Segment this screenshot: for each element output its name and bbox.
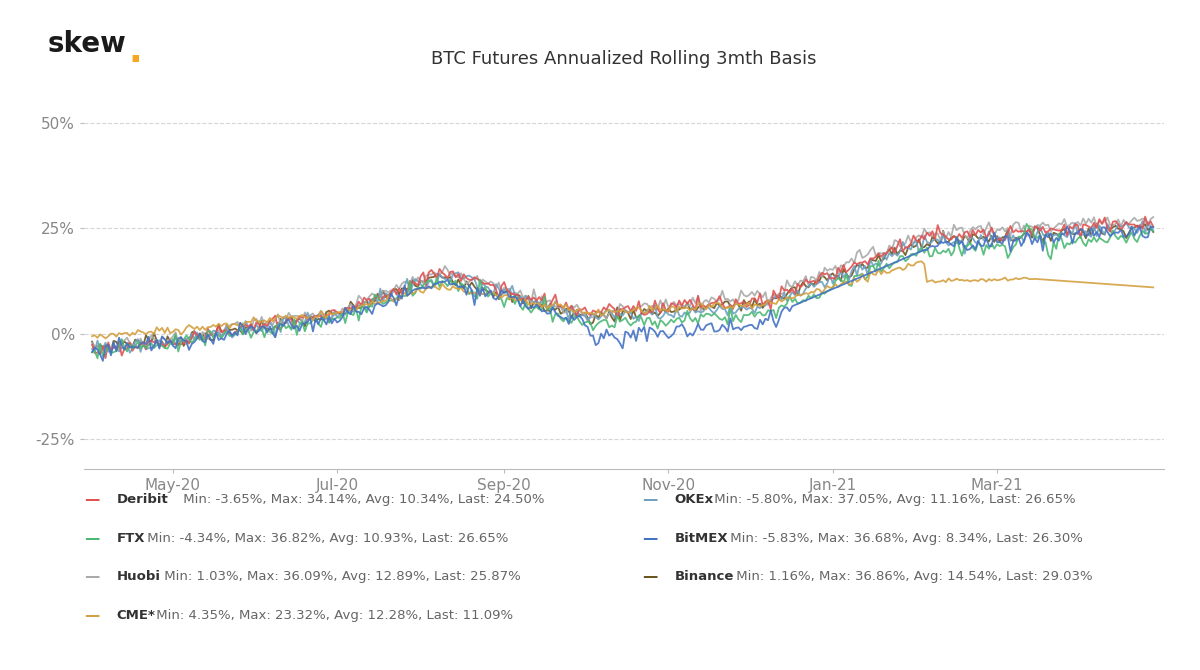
Text: Min: -5.80%, Max: 37.05%, Avg: 11.16%, Last: 26.65%: Min: -5.80%, Max: 37.05%, Avg: 11.16%, L… [710, 492, 1076, 506]
Text: —: — [84, 531, 100, 545]
Text: Deribit: Deribit [116, 492, 168, 506]
Text: Min: -3.65%, Max: 34.14%, Avg: 10.34%, Last: 24.50%: Min: -3.65%, Max: 34.14%, Avg: 10.34%, L… [179, 492, 545, 506]
Text: —: — [84, 570, 100, 584]
Text: —: — [84, 608, 100, 623]
Text: CME*: CME* [116, 609, 155, 622]
Text: .: . [128, 35, 142, 69]
Text: Min: 1.16%, Max: 36.86%, Avg: 14.54%, Last: 29.03%: Min: 1.16%, Max: 36.86%, Avg: 14.54%, La… [732, 570, 1093, 584]
Text: OKEx: OKEx [674, 492, 714, 506]
Text: —: — [642, 570, 658, 584]
Text: Min: 4.35%, Max: 23.32%, Avg: 12.28%, Last: 11.09%: Min: 4.35%, Max: 23.32%, Avg: 12.28%, La… [152, 609, 514, 622]
Text: Binance: Binance [674, 570, 733, 584]
Text: Min: -5.83%, Max: 36.68%, Avg: 8.34%, Last: 26.30%: Min: -5.83%, Max: 36.68%, Avg: 8.34%, La… [726, 531, 1082, 545]
Text: Min: -4.34%, Max: 36.82%, Avg: 10.93%, Last: 26.65%: Min: -4.34%, Max: 36.82%, Avg: 10.93%, L… [143, 531, 508, 545]
Text: BitMEX: BitMEX [674, 531, 728, 545]
Text: —: — [84, 492, 100, 507]
Text: —: — [642, 492, 658, 507]
Text: Huobi: Huobi [116, 570, 161, 584]
Text: skew: skew [48, 30, 127, 58]
Text: Min: 1.03%, Max: 36.09%, Avg: 12.89%, Last: 25.87%: Min: 1.03%, Max: 36.09%, Avg: 12.89%, La… [160, 570, 521, 584]
Text: FTX: FTX [116, 531, 145, 545]
Text: —: — [642, 531, 658, 545]
Title: BTC Futures Annualized Rolling 3mth Basis: BTC Futures Annualized Rolling 3mth Basi… [431, 50, 817, 68]
